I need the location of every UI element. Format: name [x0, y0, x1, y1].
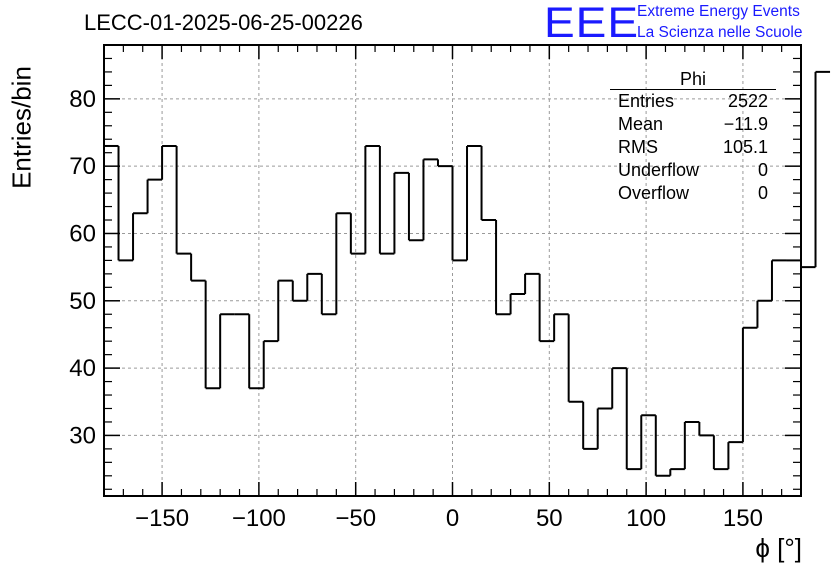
histogram-bin [654, 415, 671, 477]
histogram-bin [175, 145, 192, 255]
histogram-bin [204, 280, 221, 390]
histogram-bin [436, 159, 453, 168]
x-tick-label: 0 [446, 505, 459, 532]
histogram-bin [770, 259, 787, 301]
eee-logo: EEE [544, 0, 640, 47]
logo-line-1: Extreme Energy Events [637, 3, 800, 20]
x-tick-label: −50 [335, 505, 376, 532]
histogram-bin [640, 414, 656, 470]
stats-row-mean: Mean −11.9 [610, 113, 776, 136]
histogram-bin [495, 220, 511, 316]
stats-value: 0 [757, 160, 768, 180]
stats-label: Underflow [618, 160, 700, 180]
histogram-bin [132, 212, 148, 261]
stats-value: 105.1 [722, 137, 768, 157]
histogram-bin [756, 299, 772, 328]
histogram-bin [407, 172, 424, 242]
histogram-bin [524, 272, 540, 295]
histogram-bin [190, 253, 206, 282]
y-tick-label: 60 [69, 220, 96, 247]
y-tick-label: 50 [69, 288, 96, 315]
histogram-bin [509, 293, 526, 315]
axis-tick-labels: −150 −100 −50 0 50 100 150 30 40 50 60 70 80 [69, 86, 763, 532]
histogram-bin [466, 144, 482, 261]
stats-row-rms: RMS 105.1 [610, 136, 776, 159]
histogram-bin [596, 407, 613, 449]
axis-ticks [103, 44, 802, 496]
plot-title: LECC-01-2025-06-25-00226 [84, 10, 363, 35]
stats-box: Phi Entries 2522 Mean −11.9 RMS 105.1 Under… [610, 70, 776, 205]
histogram-bin [161, 144, 177, 180]
histogram-bin [146, 178, 163, 214]
histogram-bin [335, 212, 351, 315]
histogram-bin [378, 145, 395, 255]
histogram-bin [741, 326, 758, 443]
stats-value: 0 [757, 183, 768, 203]
histogram-bin [698, 421, 714, 437]
y-tick-label: 80 [69, 86, 96, 113]
stats-title: Phi [610, 70, 776, 90]
histogram-bin [625, 368, 642, 471]
x-tick-label: 150 [723, 505, 763, 532]
x-tick-label: −150 [135, 505, 189, 532]
histogram-bin [393, 171, 409, 254]
histogram-bin [611, 367, 627, 409]
x-tick-label: 100 [626, 505, 666, 532]
x-tick-label: 50 [536, 505, 563, 532]
histogram-bin [451, 166, 468, 262]
histogram-bin [480, 145, 497, 222]
histogram-bin [306, 272, 322, 301]
stats-label: Overflow [618, 183, 690, 203]
histogram-bin [291, 280, 308, 302]
y-tick-label: 70 [69, 153, 96, 180]
x-tick-label: −100 [232, 505, 286, 532]
histogram-bin [727, 441, 743, 470]
stats-label: Entries [618, 91, 675, 111]
histogram-bin [219, 313, 235, 389]
histogram-bin [669, 468, 685, 476]
histogram-bin [364, 144, 380, 254]
x-axis-label: ϕ [°] [755, 533, 802, 563]
stats-row-underflow: Underflow 0 [610, 159, 776, 182]
stats-label: Mean [618, 114, 664, 134]
histogram-bin [117, 145, 134, 262]
histogram-bin [712, 435, 729, 471]
histogram-bin [277, 279, 293, 342]
stats-value: −11.9 [723, 114, 768, 134]
histogram-bin [683, 420, 700, 470]
y-tick-label: 30 [69, 422, 96, 449]
histogram-bin [538, 273, 555, 343]
histogram-bin [262, 340, 279, 389]
y-axis-label: Entries/bin [6, 66, 37, 189]
histogram-bin [814, 70, 831, 268]
histogram-bin [582, 401, 598, 450]
histogram-bin [800, 260, 816, 269]
histogram-bin [248, 314, 264, 390]
histogram-bin [422, 158, 438, 241]
y-tick-label: 40 [69, 355, 96, 382]
stats-row-overflow: Overflow 0 [610, 182, 776, 205]
stats-label: RMS [618, 137, 658, 157]
histogram-bin [349, 213, 366, 255]
histogram-bin [320, 273, 337, 316]
logo-line-2: La Scienza nelle Scuole [637, 24, 803, 41]
stats-row-entries: Entries 2522 [610, 90, 776, 113]
histogram-bin [567, 314, 584, 403]
histogram-series [104, 70, 831, 477]
stats-value: 2522 [727, 91, 768, 111]
histogram-bin [553, 313, 569, 342]
